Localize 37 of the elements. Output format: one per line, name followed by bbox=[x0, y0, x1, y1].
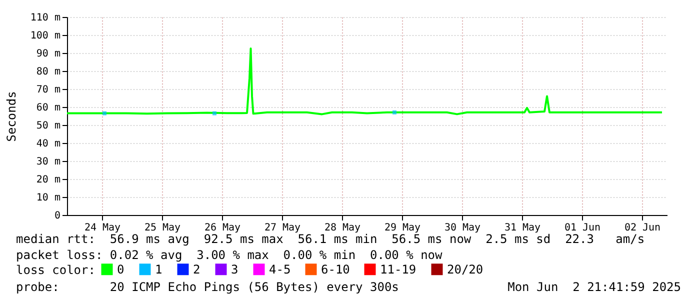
legend-label: 11-19 bbox=[380, 262, 416, 276]
y-tick-label: 0 bbox=[54, 210, 60, 222]
x-tick-label: 27 May bbox=[264, 222, 301, 234]
x-tick-label: 01 Jun bbox=[564, 222, 601, 234]
text: probe: 20 ICMP Echo Pings (56 Bytes) every 300s bbox=[16, 280, 399, 294]
y-tick-label: 90 m bbox=[36, 48, 60, 60]
y-tick-label: 50 m bbox=[36, 120, 60, 132]
legend-label: 1 bbox=[155, 262, 162, 276]
x-tick-label: 26 May bbox=[204, 222, 241, 234]
y-axis-title: Seconds bbox=[4, 91, 18, 142]
y-tick-label: 10 m bbox=[36, 192, 60, 204]
y-tick-label: 40 m bbox=[36, 138, 60, 150]
legend-label: 4-5 bbox=[269, 262, 291, 276]
text: median rtt: 56.9 ms avg 92.5 ms max 56.1 ms min 56.5 ms now 2.5 ms sd 22.3 am/s bbox=[16, 232, 645, 246]
line-series bbox=[67, 48, 663, 116]
text: packet loss: 0.02 % avg 3.00 % max 0.00 % min 0.00 % now bbox=[16, 248, 444, 262]
x-tick-label: 02 Jun bbox=[624, 222, 661, 234]
legend-title: loss color: bbox=[16, 263, 96, 277]
y-tick-label: 80 m bbox=[36, 66, 60, 78]
text: Mon Jun 2 21:41:59 2025 bbox=[508, 280, 681, 294]
y-tick-label: 110 m bbox=[30, 12, 60, 24]
legend-label: 0 bbox=[117, 262, 124, 276]
legend-label: 6-10 bbox=[321, 262, 350, 276]
y-tick-label: 60 m bbox=[36, 102, 60, 114]
y-tick-label: 20 m bbox=[36, 174, 60, 186]
x-tick-label: 31 May bbox=[504, 222, 541, 234]
x-tick-label: 24 May bbox=[84, 222, 121, 234]
legend-label: 2 bbox=[193, 262, 200, 276]
y-tick-label: 100 m bbox=[30, 30, 60, 42]
x-tick-label: 29 May bbox=[384, 222, 421, 234]
x-tick-label: 28 May bbox=[324, 222, 361, 234]
x-tick-label: 30 May bbox=[444, 222, 481, 234]
legend-label: 20/20 bbox=[447, 262, 484, 276]
y-tick-label: 30 m bbox=[36, 156, 60, 168]
y-tick-label: 70 m bbox=[36, 84, 60, 96]
x-tick-label: 25 May bbox=[144, 222, 181, 234]
legend-label: 3 bbox=[231, 262, 238, 276]
